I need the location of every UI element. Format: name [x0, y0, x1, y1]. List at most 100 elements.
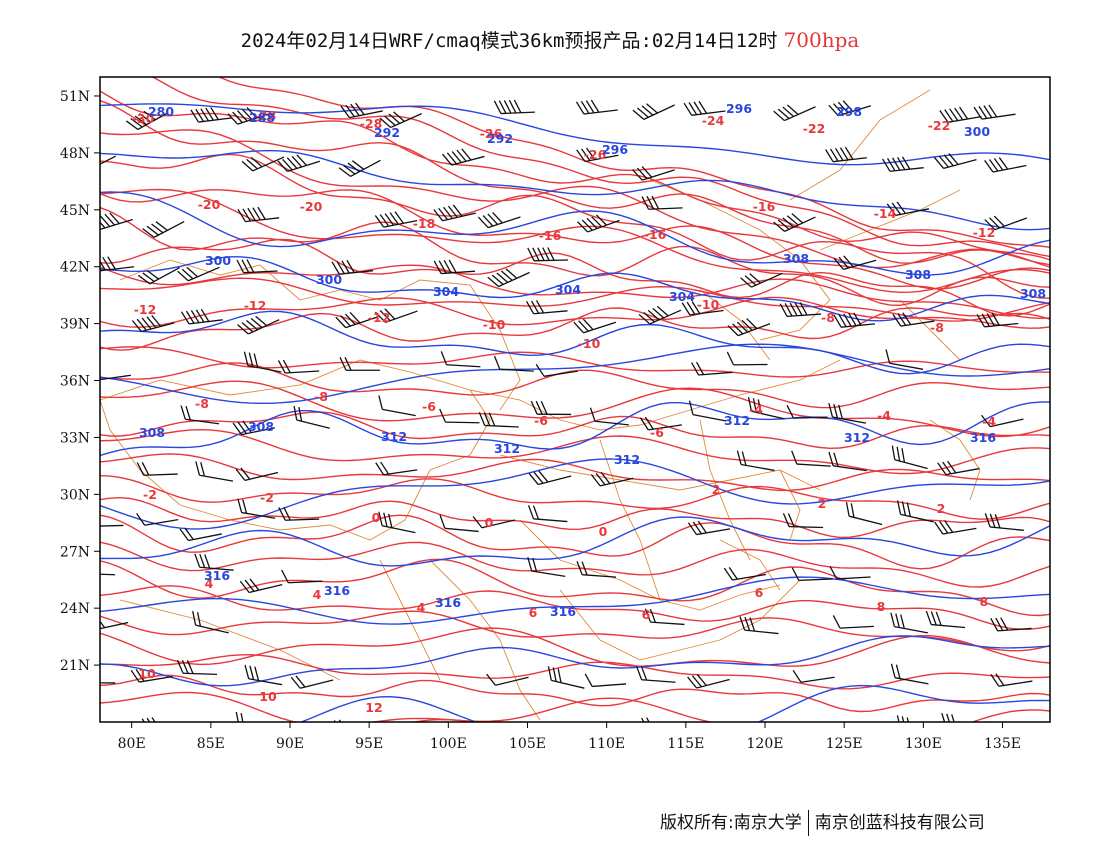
wind-barb	[235, 711, 245, 722]
wind-barb	[237, 315, 280, 335]
wind-barb	[441, 148, 485, 166]
wind-barb	[136, 513, 179, 526]
wind-barb	[486, 673, 529, 686]
lon-tick-label: 105E	[509, 736, 546, 752]
isotherm	[100, 453, 1050, 492]
wind-barb	[180, 308, 223, 325]
wind-barb	[573, 318, 617, 334]
wind-barb	[235, 467, 279, 481]
wind-barb	[100, 212, 133, 231]
wind-barb	[374, 308, 418, 323]
wind-barb	[378, 511, 416, 534]
lat-tick-label: 30N	[60, 487, 90, 503]
contour-value-label: 0	[372, 510, 381, 525]
contour-value-label: -26	[584, 147, 607, 162]
contour-value-label: 316	[324, 583, 350, 598]
wind-barb	[736, 450, 775, 472]
lon-tick-label: 100E	[430, 736, 467, 752]
wind-barb	[825, 146, 867, 163]
contour-value-label: 304	[669, 289, 695, 304]
contour-value-label: -18	[413, 216, 436, 231]
wind-barb	[973, 104, 1016, 120]
contour-value-label: -20	[300, 199, 323, 214]
contour-value-label: -2	[260, 490, 274, 505]
temperature-isotherms	[90, 77, 1060, 812]
wind-barb	[331, 259, 374, 275]
boundary-line	[819, 189, 961, 251]
wind-barb	[577, 214, 620, 233]
wind-barb	[687, 520, 731, 536]
wind-barb	[632, 103, 675, 120]
contour-value-label: 288	[249, 110, 275, 125]
height-contour	[299, 684, 1050, 722]
wind-barb	[339, 357, 381, 371]
wind-barb	[892, 312, 935, 327]
lat-tick-label: 39N	[60, 317, 90, 333]
wind-barb	[726, 351, 768, 366]
contour-value-label: 304	[433, 284, 459, 299]
contour-value-label: -16	[753, 199, 776, 214]
contour-value-label: -22	[803, 121, 826, 136]
wind-barb	[137, 266, 180, 285]
wind-barb	[227, 107, 271, 125]
wind-barb	[243, 351, 282, 373]
contour-value-label: 308	[783, 251, 809, 266]
contour-value-label: -12	[134, 302, 157, 317]
wind-barb	[472, 516, 516, 529]
isotherm	[100, 129, 1050, 269]
wind-barb	[890, 612, 928, 634]
contour-value-label: 316	[550, 604, 576, 619]
wind-barb	[896, 715, 911, 722]
wind-barb	[828, 451, 867, 472]
isotherm	[100, 99, 1050, 266]
wind-barb	[379, 111, 422, 129]
isotherm	[100, 346, 1050, 378]
isotherm	[100, 238, 1050, 317]
wind-barb	[688, 400, 727, 422]
isotherm	[100, 474, 1050, 520]
wind-barb	[985, 721, 1002, 722]
wind-barb	[833, 312, 876, 328]
height-contour	[100, 516, 1050, 567]
isotherm	[90, 753, 1060, 812]
wind-barb	[439, 514, 479, 533]
lon-tick-label: 95E	[355, 736, 383, 752]
wind-barb	[828, 100, 872, 117]
lat-tick-label: 51N	[60, 89, 90, 105]
wind-barb	[589, 407, 629, 426]
height-contour	[100, 576, 1050, 625]
contour-value-label: 292	[374, 125, 400, 140]
wind-barb	[130, 669, 173, 683]
contour-value-label: 312	[381, 429, 407, 444]
isotherm	[100, 558, 1050, 617]
isotherm	[100, 496, 1050, 539]
wind-barb	[632, 166, 675, 181]
wind-barb	[433, 204, 476, 222]
lon-tick-label: 135E	[984, 736, 1021, 752]
isotherm	[100, 153, 1050, 299]
boundary-line	[100, 359, 491, 541]
contour-value-label: 10	[138, 666, 156, 681]
wind-barb	[335, 312, 379, 329]
wind-barb	[829, 565, 871, 580]
contour-value-label: 298	[836, 104, 862, 119]
contour-value-label: -2	[143, 487, 157, 502]
lat-tick-label: 45N	[60, 203, 90, 219]
wind-barb	[478, 412, 519, 428]
wind-barb	[984, 215, 1028, 231]
contour-value-label: 308	[1020, 286, 1046, 301]
lat-tick-label: 27N	[60, 544, 90, 560]
contour-value-label: -28	[360, 116, 383, 131]
lon-tick-label: 80E	[118, 736, 146, 752]
wind-barb	[179, 527, 222, 542]
boundary-line	[429, 559, 541, 721]
contour-value-label: 2	[712, 482, 721, 497]
wind-barb	[177, 266, 220, 282]
wind-barb	[925, 610, 966, 629]
boundary-line	[599, 439, 661, 601]
contour-value-label: -16	[539, 228, 562, 243]
wind-barb	[976, 312, 1019, 328]
lon-tick-label: 85E	[197, 736, 225, 752]
axis-labels: 51N 48N 45N 42N 39N 36N 33N 30N 27N 24N 21N 80E 85E 9…	[60, 89, 1021, 752]
contour-value-label: 6	[642, 607, 651, 622]
